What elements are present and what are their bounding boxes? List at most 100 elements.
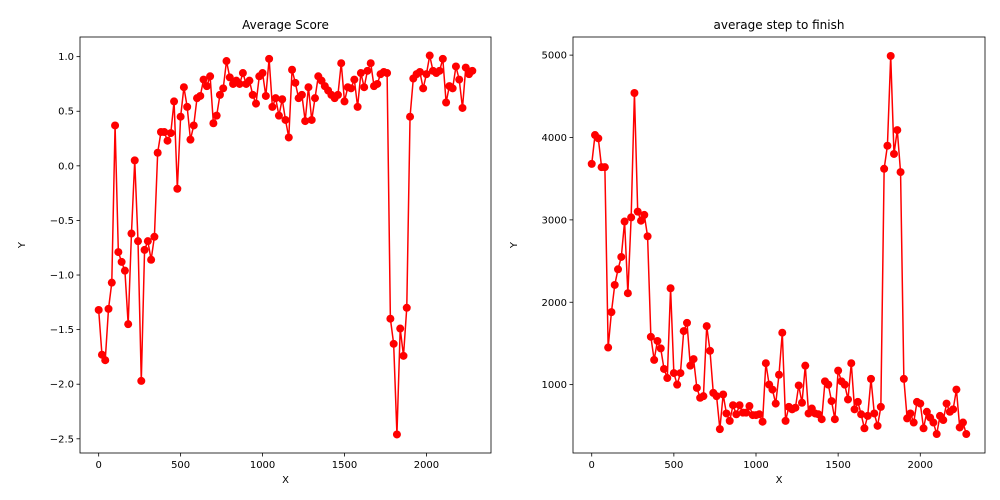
data-point xyxy=(683,318,692,327)
data-point xyxy=(893,126,902,135)
data-point xyxy=(235,79,244,88)
data-point xyxy=(281,115,290,124)
data-point xyxy=(196,91,205,100)
data-point xyxy=(889,149,898,158)
data-point xyxy=(215,90,224,99)
data-point xyxy=(219,84,228,93)
data-point xyxy=(617,252,626,261)
data-point xyxy=(350,75,359,84)
data-point xyxy=(686,361,695,370)
data-point xyxy=(853,397,862,406)
data-point xyxy=(699,392,708,401)
data-point xyxy=(653,336,662,345)
data-point xyxy=(265,54,274,63)
data-point xyxy=(870,409,879,418)
data-point xyxy=(689,355,698,364)
data-point xyxy=(278,95,287,104)
data-point xyxy=(137,376,146,385)
data-point xyxy=(163,136,172,145)
data-point xyxy=(600,163,609,172)
data-point xyxy=(238,69,247,78)
data-point xyxy=(392,430,401,439)
data-point xyxy=(906,409,915,418)
data-point xyxy=(458,103,467,112)
x-tick-label: 2000 xyxy=(908,460,933,471)
data-point xyxy=(896,168,905,177)
x-tick-label: 0 xyxy=(95,460,101,471)
data-point xyxy=(909,418,918,427)
data-point xyxy=(607,308,616,317)
data-point xyxy=(448,84,457,93)
data-point xyxy=(143,237,152,246)
data-point xyxy=(886,51,895,60)
data-point xyxy=(729,401,738,410)
data-point xyxy=(310,94,319,103)
data-point xyxy=(794,381,803,390)
data-point xyxy=(176,112,185,121)
data-point xyxy=(850,405,859,414)
subplot: average step to finish X Y 0 500 1000 1500 2000… xyxy=(509,18,986,486)
data-point xyxy=(725,416,734,425)
data-point xyxy=(363,66,372,75)
data-point xyxy=(623,289,632,298)
data-point xyxy=(258,69,267,78)
data-point xyxy=(866,374,875,383)
data-point xyxy=(245,76,254,85)
data-point xyxy=(732,410,741,419)
data-point xyxy=(929,418,938,427)
data-point xyxy=(225,73,234,82)
chart-title: average step to finish xyxy=(714,18,845,32)
data-point xyxy=(594,134,603,143)
data-point xyxy=(745,402,754,411)
data-point xyxy=(692,383,701,392)
data-point xyxy=(646,332,655,341)
axes-frame xyxy=(79,36,492,454)
data-point xyxy=(127,229,136,238)
y-axis-label: Y xyxy=(17,241,28,249)
y-tick-label: 0.0 xyxy=(58,161,74,172)
data-point xyxy=(147,255,156,264)
data-point xyxy=(817,415,826,424)
data-point xyxy=(610,280,619,289)
data-point xyxy=(827,397,836,406)
data-point xyxy=(630,89,639,98)
data-point xyxy=(160,127,169,136)
data-point xyxy=(422,70,431,79)
data-point xyxy=(722,409,731,418)
data-point xyxy=(656,344,665,353)
data-point xyxy=(153,148,162,157)
y-tick-label: 0.5 xyxy=(58,107,74,118)
data-point xyxy=(222,57,231,66)
y-tick-label: −2.0 xyxy=(50,380,74,391)
data-point xyxy=(150,232,159,241)
data-point xyxy=(919,424,928,433)
axes-frame xyxy=(572,36,986,454)
data-point xyxy=(781,416,790,425)
y-tick-label: 5000 xyxy=(542,51,567,62)
y-tick-label: 1000 xyxy=(542,380,567,391)
data-point xyxy=(916,399,925,408)
data-point xyxy=(337,59,346,68)
data-point xyxy=(843,395,852,404)
data-point xyxy=(271,94,280,103)
data-point xyxy=(399,351,408,360)
data-point xyxy=(284,133,293,142)
data-point xyxy=(801,361,810,370)
data-point xyxy=(170,97,179,106)
data-point xyxy=(847,359,856,368)
data-point xyxy=(183,102,192,111)
data-point xyxy=(274,111,283,120)
data-point xyxy=(383,69,392,78)
chart-title: Average Score xyxy=(242,18,329,32)
data-point xyxy=(735,401,744,410)
data-point xyxy=(419,84,428,93)
data-point xyxy=(206,72,215,81)
data-point xyxy=(939,416,948,425)
data-point xyxy=(860,424,869,433)
data-point xyxy=(771,399,780,408)
data-point xyxy=(876,402,885,411)
data-point xyxy=(366,59,375,68)
y-tick-label: 4000 xyxy=(542,133,567,144)
